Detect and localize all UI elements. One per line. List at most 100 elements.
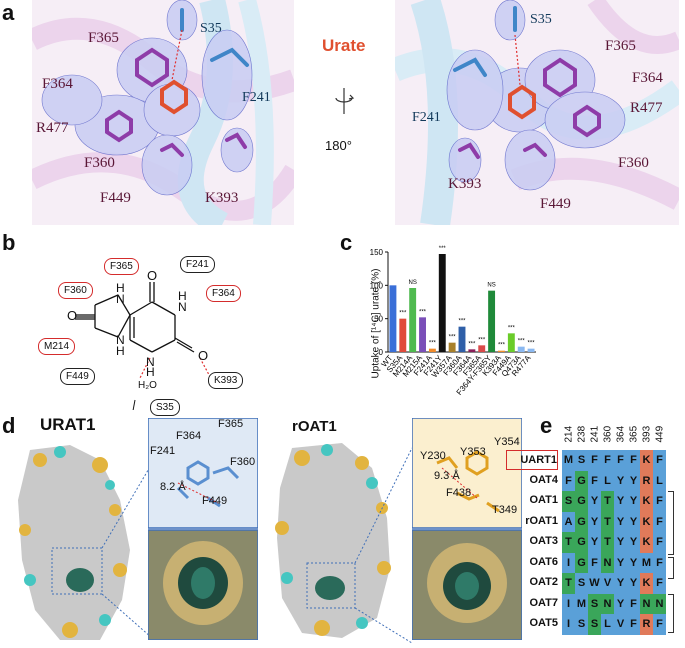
bar [409, 288, 417, 352]
sequence-name: OAT3 [529, 535, 558, 547]
significance-label: *** [508, 325, 516, 331]
position-label: 365 [628, 425, 640, 443]
bar [458, 326, 466, 352]
residue-cell: K [640, 491, 653, 512]
bar [527, 348, 535, 352]
residue-cell: A [562, 511, 575, 532]
residue-cell: Y [614, 532, 627, 553]
residue-label: K393 [448, 176, 482, 192]
y-tick-label: 100 [370, 281, 384, 290]
residue-pill-black: K393 [208, 372, 244, 389]
atom-label: N [116, 333, 125, 347]
residue-label: Y353 [460, 446, 486, 458]
significance-label: *** [458, 319, 466, 325]
sequence-name: OAT4 [529, 473, 558, 486]
residue-cell: T [601, 532, 614, 553]
residue-cell: F [588, 552, 601, 573]
residue-cell: G [575, 552, 588, 573]
residue-cell: F [588, 450, 601, 471]
bar [389, 285, 397, 352]
residue-cell: Y [588, 491, 601, 512]
residue-pill-red: M214 [38, 338, 76, 355]
residue-cell: S [575, 573, 588, 594]
residue-label: F438 [446, 487, 472, 499]
bar [488, 290, 496, 352]
residue-cell: Y [588, 511, 601, 532]
residue-label: F364 [42, 76, 73, 92]
residue-cell: L [601, 470, 614, 491]
residue-cell: Y [627, 573, 640, 594]
residue-cell: S [575, 614, 588, 635]
residue-cell: R [640, 470, 653, 491]
residue-cell: G [575, 491, 588, 512]
residue-label: F360 [230, 456, 256, 468]
significance-label: *** [528, 341, 536, 347]
panel-label-d: d [2, 413, 16, 438]
roat1-surface-image [275, 443, 412, 643]
residue-cell: F [653, 573, 666, 594]
sequence-name: rOAT1 [525, 514, 558, 527]
residue-pill-red: F365 [104, 258, 139, 275]
significance-label: *** [478, 337, 486, 343]
residue-cell: N [640, 593, 653, 614]
residue-cell: N [653, 593, 666, 614]
residue-cell: F [601, 450, 614, 471]
residue-pill-black: S35 [150, 399, 180, 416]
residue-cell: K [640, 511, 653, 532]
residue-cell: M [575, 593, 588, 614]
residue-cell: N [601, 552, 614, 573]
residue-cell: G [575, 532, 588, 553]
residue-label: Y354 [494, 436, 520, 448]
sequence-name: OAT5 [529, 617, 558, 629]
residue-cell: Y [614, 470, 627, 491]
residue-cell: Y [614, 593, 627, 614]
residue-cell: Y [627, 552, 640, 573]
residue-cell: Y [627, 491, 640, 512]
atom-label: H [178, 289, 187, 303]
sequence-name: OAT2 [529, 576, 558, 588]
bar [428, 348, 436, 352]
bar [438, 254, 446, 352]
residue-label: F449 [202, 495, 228, 507]
significance-label: *** [419, 309, 427, 315]
distance-label: 9.3 Å [434, 470, 460, 482]
sequence-alignment: 214 238 241 360 364 365 393 449 UART1 M S F F F F K F OAT… [506, 420, 682, 645]
residue-cell: F [653, 614, 666, 635]
y-tick-label: 0 [379, 348, 384, 357]
water-label: H₂O [138, 380, 157, 391]
residue-pill-black: F241 [180, 256, 215, 273]
residue-pill-red: F360 [58, 282, 93, 299]
residue-cell: F [614, 450, 627, 471]
bar [448, 342, 456, 352]
atom-label: O [67, 308, 78, 323]
residue-cell: F [627, 450, 640, 471]
residue-cell: Y [627, 470, 640, 491]
significance-label: NS [408, 280, 416, 286]
panel-label-c: c [340, 230, 353, 255]
bar [419, 317, 426, 352]
residue-cell: M [562, 450, 575, 471]
significance-label: *** [468, 341, 476, 347]
position-label: 238 [576, 425, 588, 443]
residue-cell: T [601, 491, 614, 512]
group-bracket [668, 556, 674, 579]
residue-label: S35 [200, 21, 222, 36]
residue-cell: G [575, 511, 588, 532]
position-label: 449 [654, 425, 666, 443]
distance-label: 8.2 Å [160, 481, 186, 493]
residue-cell: S [588, 593, 601, 614]
bar [507, 333, 515, 352]
atom-label: H [116, 281, 125, 295]
group-bracket [668, 491, 674, 555]
position-label: 360 [602, 425, 614, 443]
residue-cell: F [653, 532, 666, 553]
residue-label: F364 [632, 70, 663, 86]
residue-cell: S [588, 614, 601, 635]
residue-cell: F [653, 511, 666, 532]
atom-label: N [116, 292, 125, 306]
roat1-title: rOAT1 [292, 418, 337, 435]
atom-label: N [178, 300, 187, 314]
rotate-icon [335, 88, 355, 114]
residue-label: F364 [176, 430, 202, 442]
residue-cell: I [562, 552, 575, 573]
